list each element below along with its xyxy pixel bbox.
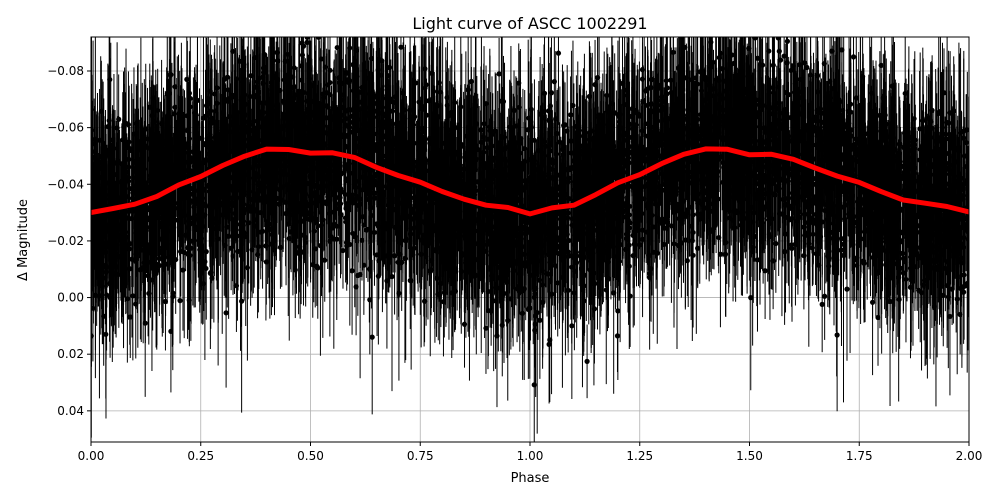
- chart-title: Light curve of ASCC 1002291: [412, 14, 647, 33]
- data-point: [584, 325, 589, 399]
